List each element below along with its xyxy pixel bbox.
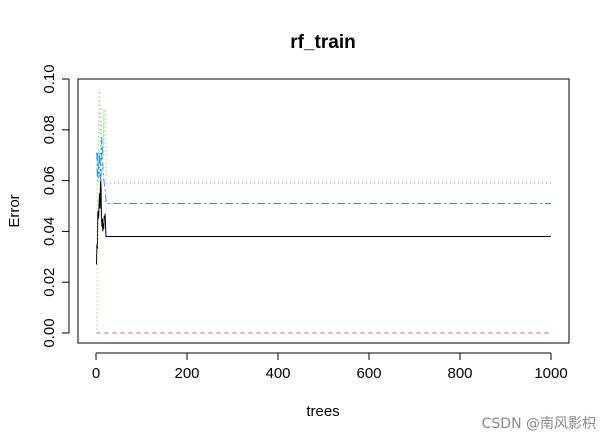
y-tick-label: 0.04 xyxy=(41,217,58,246)
y-axis: 0.00 0.02 0.04 0.06 0.08 0.10 xyxy=(41,64,70,348)
y-axis-label: Error xyxy=(6,194,23,227)
y-tick-label: 0.06 xyxy=(41,166,58,195)
series-line-3 xyxy=(96,89,551,334)
x-axis-label: trees xyxy=(306,403,339,420)
y-tick-label: 0.00 xyxy=(41,318,58,347)
x-tick-label: 800 xyxy=(447,365,472,382)
x-tick-label: 400 xyxy=(265,365,290,382)
x-axis: 0 200 400 600 800 1000 xyxy=(92,352,568,382)
x-tick-label: 600 xyxy=(356,365,381,382)
watermark: CSDN @南风影枳 xyxy=(481,416,596,432)
x-tick-label: 0 xyxy=(92,365,100,382)
series-line-4 xyxy=(95,137,551,204)
plot-series xyxy=(95,89,551,334)
y-tick-label: 0.10 xyxy=(41,64,58,93)
x-tick-label: 200 xyxy=(174,365,199,382)
y-tick-label: 0.02 xyxy=(41,268,58,297)
series-line-1 xyxy=(95,178,551,265)
plot-box xyxy=(77,78,570,344)
chart-title: rf_train xyxy=(290,32,355,53)
x-tick-label: 1000 xyxy=(534,365,567,382)
y-tick-label: 0.08 xyxy=(41,115,58,144)
